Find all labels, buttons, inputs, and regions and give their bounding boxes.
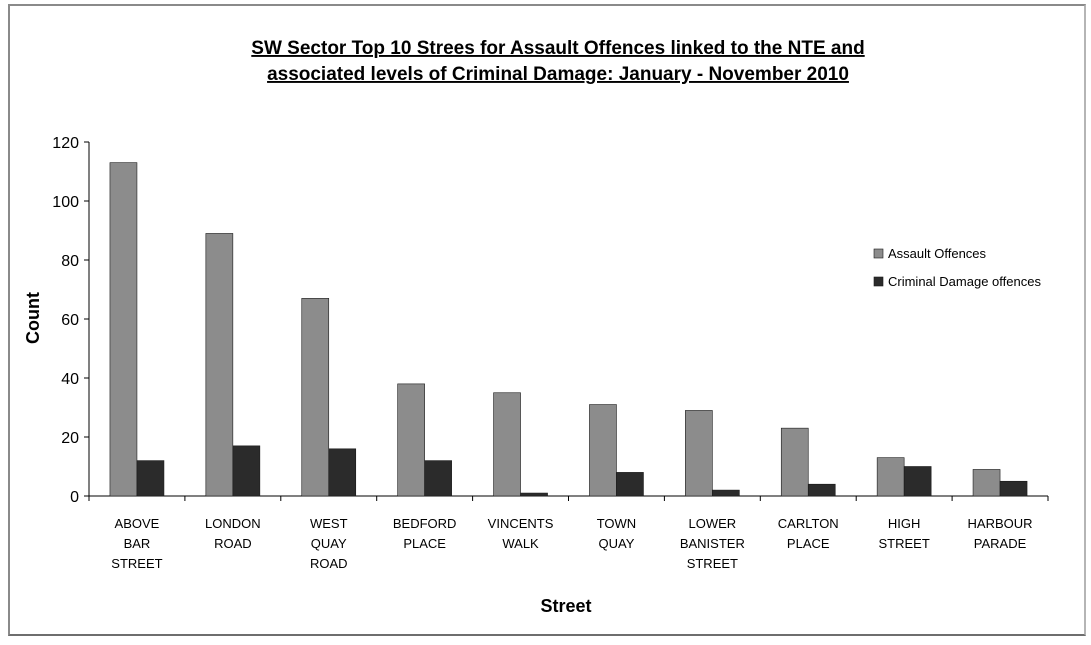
chart-frame: SW Sector Top 10 Strees for Assault Offe… — [8, 4, 1086, 636]
chart-title-line-2: associated levels of Criminal Damage: Ja… — [267, 64, 849, 85]
assault-bar — [780, 427, 809, 497]
criminal-damage-bar — [807, 483, 836, 497]
y-tick-label: 40 — [61, 371, 79, 388]
y-tick-label: 20 — [61, 430, 79, 447]
assault-bar — [109, 162, 138, 497]
assault-bar — [876, 457, 905, 497]
legend-label-criminal-damage: Criminal Damage offences — [888, 274, 1041, 289]
x-category-label: VINCENTS WALK — [488, 516, 554, 551]
criminal-damage-bar — [616, 472, 644, 497]
assault-bar — [205, 233, 234, 497]
criminal-damage-bar — [136, 460, 165, 497]
assault-bar — [972, 469, 1001, 497]
criminal-damage-bar — [712, 489, 740, 497]
assault-bar — [301, 298, 330, 497]
assault-bar — [493, 392, 521, 497]
y-axis-title: Count — [23, 292, 43, 344]
criminal-damage-bar — [999, 480, 1028, 497]
y-tick-label: 0 — [70, 489, 79, 506]
y-tick-label: 120 — [52, 135, 79, 152]
assault-bar — [589, 404, 617, 497]
x-category-label: TOWN QUAY — [597, 516, 636, 551]
criminal-damage-bar — [232, 445, 261, 497]
x-axis-title: Street — [540, 596, 591, 616]
legend-swatch-assault — [873, 248, 884, 259]
x-category-label: BEDFORD PLACE — [393, 516, 457, 551]
criminal-damage-bar — [520, 492, 548, 497]
x-category-label: ABOVE BAR STREET — [111, 516, 162, 571]
x-category-label: HARBOUR PARADE — [968, 516, 1033, 551]
criminal-damage-bar — [903, 466, 932, 497]
x-category-label: WEST QUAY ROAD — [310, 516, 348, 571]
legend-label-assault: Assault Offences — [888, 246, 987, 261]
criminal-damage-bar — [424, 460, 452, 497]
legend-swatch-criminal-damage — [873, 276, 884, 287]
y-tick-label: 100 — [52, 194, 79, 211]
chart-title: SW Sector Top 10 Strees for Assault Offe… — [251, 38, 864, 85]
y-tick-label: 60 — [61, 312, 79, 329]
chart-title-line-1: SW Sector Top 10 Strees for Assault Offe… — [251, 38, 864, 59]
x-category-label: LONDON ROAD — [205, 516, 261, 551]
legend: Assault Offences Criminal Damage offences — [873, 246, 1041, 289]
criminal-damage-bar — [328, 448, 357, 497]
bar-chart: SW Sector Top 10 Strees for Assault Offe… — [23, 38, 1049, 616]
y-tick-label: 80 — [61, 253, 79, 270]
plot-area: 0 20 40 60 80 100 120 ABOVE BAR STREET LONDON ROAD W… — [52, 135, 1049, 571]
assault-bar — [685, 410, 713, 497]
assault-bar — [397, 383, 425, 497]
x-category-label: LOWER BANISTER STREET — [680, 516, 745, 571]
x-category-label: CARLTON PLACE — [778, 516, 839, 551]
x-category-label: HIGH STREET — [879, 516, 930, 551]
